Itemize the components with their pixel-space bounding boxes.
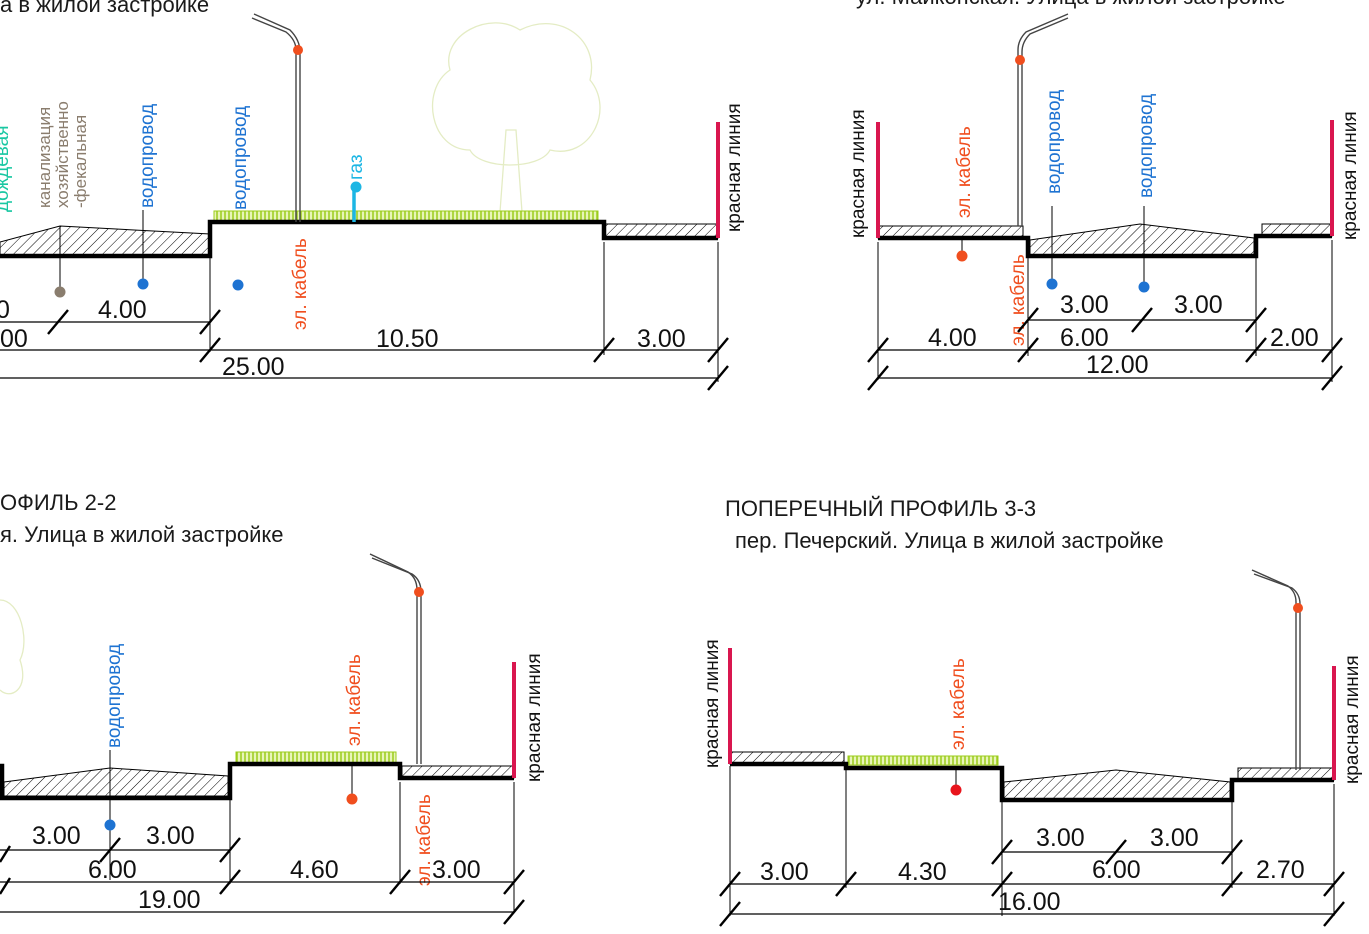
dim-p2-b: 4.60: [290, 856, 339, 884]
dim-p4-total: 12.00: [1086, 351, 1149, 379]
grass-strip-3: [847, 755, 999, 766]
label-red-right: красная линия: [1340, 111, 1361, 240]
water-marker-b: [232, 279, 244, 291]
label-red-left: красная линия: [848, 109, 869, 238]
label-red-line: красная линия: [724, 103, 745, 232]
label-gas: газ: [346, 154, 367, 180]
dim-p3-b: 4.30: [898, 858, 947, 886]
street-lamp-icon: [1251, 569, 1303, 770]
tree-icon: [431, 22, 601, 213]
profile-4-subtitle: ул. Майкопская. Улица в жилой застройке: [856, 0, 1286, 9]
label-rain: дождевая: [0, 125, 13, 212]
dim-p4-a: 4.00: [928, 324, 977, 352]
dim-p4-b: 6.00: [1060, 324, 1109, 352]
label-sewer-3: -фекальная: [71, 115, 90, 208]
water-marker-b: [1138, 281, 1150, 293]
ground-line-3: [730, 761, 1334, 803]
label-water-a: водопровод: [1044, 90, 1065, 194]
carriageway-1: [0, 225, 211, 257]
profile-2-subtitle: я. Улица в жилой застройке: [0, 522, 284, 547]
ground-line-2: [0, 761, 514, 801]
dim-p2-c: 3.00: [432, 856, 481, 884]
label-red-left: красная линия: [702, 639, 723, 768]
label-cable: эл. кабель: [290, 238, 311, 330]
ground-line-1: [0, 219, 718, 259]
dim-p1-a: 0: [0, 296, 10, 324]
gas-marker: [350, 181, 362, 193]
dim-p1-b: 4.00: [98, 296, 147, 324]
street-lamp-icon: [1015, 13, 1069, 226]
label-cable-a: эл. кабель: [344, 654, 365, 746]
dim-p2-a: 6.00: [88, 856, 137, 884]
dim-p3-total: 16.00: [998, 888, 1061, 916]
label-sewer-1: канализация: [35, 107, 54, 208]
dim-p3-d: 2.70: [1256, 856, 1305, 884]
carriageway-3: [1003, 769, 1231, 801]
dim-p3-s1: 3.00: [1036, 824, 1085, 852]
dim-p4-s2: 3.00: [1174, 291, 1223, 319]
label-water-b: водопровод: [1136, 94, 1157, 198]
dim-p4-s1: 3.00: [1060, 291, 1109, 319]
carriageway-2: [3, 767, 229, 797]
dim-p3-s2: 3.00: [1150, 824, 1199, 852]
label-cable: эл. кабель: [948, 658, 969, 750]
dim-p1-e: 3.00: [637, 325, 686, 353]
dim-p2-s2: 3.00: [146, 822, 195, 850]
profile-1: а в жилой застройке дождевая канал: [0, 0, 745, 391]
label-cable-a: эл. кабель: [954, 126, 975, 218]
profile-3-subtitle: пер. Печерский. Улица в жилой застройке: [735, 528, 1164, 553]
profile-4: ул. Майкопская. Улица в жилой застройке …: [848, 0, 1361, 391]
dim-p1-total: 25.00: [222, 353, 285, 381]
label-sewer-2: хозяйственно: [53, 101, 72, 208]
dim-p3-c: 6.00: [1092, 856, 1141, 884]
label-water: водопровод: [104, 644, 125, 748]
water-marker-a: [1046, 278, 1058, 290]
profile-3-title: ПОПЕРЕЧНЫЙ ПРОФИЛЬ 3-3: [725, 496, 1036, 521]
water-marker-a: [137, 278, 149, 290]
street-lamp-icon: [251, 13, 303, 222]
label-cable-b: эл. кабель: [1008, 254, 1029, 346]
carriageway-4: [1029, 223, 1255, 257]
cable-marker: [956, 250, 968, 262]
sewer-marker: [54, 286, 66, 298]
label-cable-b: эл. кабель: [414, 794, 435, 886]
profile-2: ОФИЛЬ 2-2 я. Улица в жилой застройке вод…: [0, 490, 545, 925]
dim-p2-s1: 3.00: [32, 822, 81, 850]
cable-marker: [950, 784, 962, 796]
label-water-b: водопровод: [230, 106, 251, 210]
cable-marker: [346, 793, 358, 805]
grass-strip-2: [235, 751, 397, 764]
profile-2-title: ОФИЛЬ 2-2: [0, 490, 116, 515]
dim-p3-a: 3.00: [760, 858, 809, 886]
dim-p1-c: 00: [0, 325, 28, 353]
dim-p1-d: 10.50: [376, 325, 439, 353]
water-marker: [104, 819, 116, 831]
label-red-line: красная линия: [524, 653, 545, 782]
label-red-right: красная линия: [1342, 655, 1363, 784]
profile-1-subtitle: а в жилой застройке: [0, 0, 209, 17]
profile-3: ПОПЕРЕЧНЫЙ ПРОФИЛЬ 3-3 пер. Печерский. У…: [702, 496, 1363, 927]
ground-line-4: [878, 233, 1332, 259]
dim-p4-c: 2.00: [1270, 324, 1319, 352]
tree-icon: [0, 599, 25, 695]
label-water-a: водопровод: [137, 104, 158, 208]
dim-p2-total: 19.00: [138, 886, 201, 914]
street-lamp-icon: [369, 553, 424, 764]
